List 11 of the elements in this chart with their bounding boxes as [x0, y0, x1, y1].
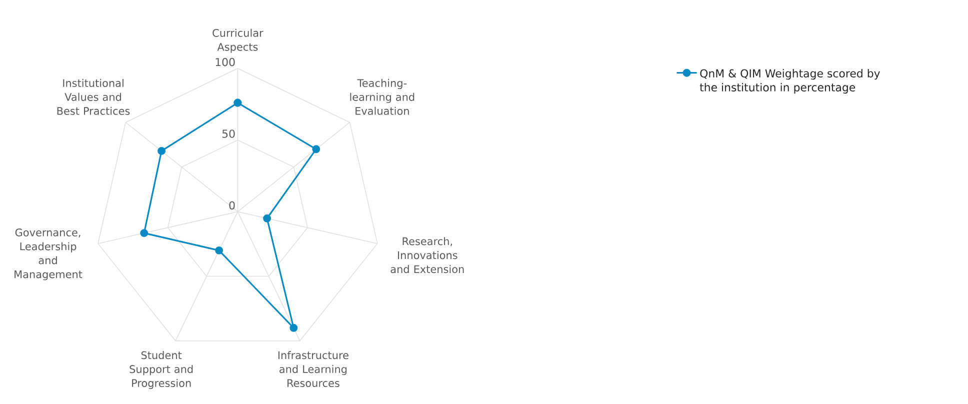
y-tick-label: 0 [229, 201, 235, 210]
spoke-label: Institutional Values and Best Practices [57, 78, 130, 115]
spoke-label: Teaching-learning and Evaluation [350, 78, 414, 115]
legend-label: QnM & QIM Weightage scored by the institution in percentage [700, 69, 880, 94]
spoke-label: Curricular Aspects [212, 28, 264, 53]
spoke-label: Research, Innovations and Extension [390, 237, 464, 274]
spoke-label: Student Support and Progression [130, 351, 193, 390]
y-tick-label: 50 [222, 130, 235, 138]
spoke-label: Governance, Leadership and Management [14, 228, 82, 280]
spoke-label: Infrastructure and Learning Resources [278, 351, 348, 388]
y-tick-label: 100 [216, 58, 235, 66]
